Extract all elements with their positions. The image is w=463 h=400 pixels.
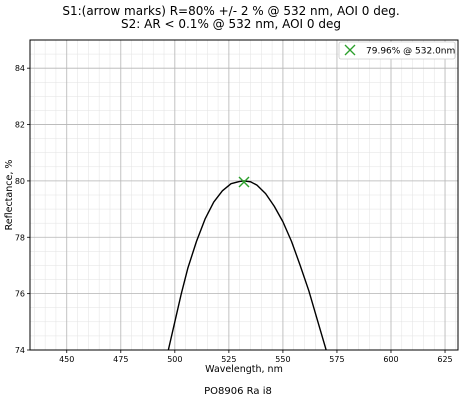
y-tick-label: 78 <box>15 233 25 242</box>
legend-x-marker-icon <box>344 44 356 56</box>
x-tick-label: 625 <box>437 355 452 364</box>
x-tick-label: 600 <box>383 355 398 364</box>
footer-text: PO8906 Ra i8 <box>204 386 272 397</box>
x-tick-label: 550 <box>275 355 290 364</box>
y-tick-label: 80 <box>15 177 25 186</box>
y-tick-label: 82 <box>15 121 25 130</box>
x-axis-ticks: 450 475 500 525 550 575 600 625 <box>59 350 453 364</box>
legend: 79.96% @ 532.0nm <box>338 41 456 60</box>
x-tick-label: 450 <box>59 355 74 364</box>
x-tick-label: 500 <box>167 355 182 364</box>
reflectance-curve-0 <box>167 180 327 350</box>
x-tick-label: 475 <box>113 355 128 364</box>
x-tick-label: 525 <box>221 355 236 364</box>
y-axis-label: Reflectance, % <box>4 160 15 231</box>
peak-x-marker <box>238 176 250 188</box>
minor-grid <box>30 39 458 351</box>
y-tick-label: 84 <box>15 64 25 73</box>
y-tick-label: 74 <box>15 346 25 355</box>
legend-box <box>338 41 456 60</box>
y-axis-ticks: 74 76 78 80 82 84 <box>15 64 30 355</box>
chart-title-line-2: S2: AR < 0.1% @ 532 nm, AOI 0 deg <box>121 17 341 31</box>
chart-title-line-1: S1:(arrow marks) R=80% +/- 2 % @ 532 nm,… <box>62 4 399 18</box>
x-tick-label: 575 <box>329 355 344 364</box>
y-tick-label: 76 <box>15 290 25 299</box>
legend-label: 79.96% @ 532.0nm <box>366 47 455 57</box>
marker-layer <box>238 176 250 188</box>
x-axis-label: Wavelength, nm <box>205 364 283 375</box>
curve-layer <box>167 180 327 350</box>
plot-frame <box>29 39 459 351</box>
